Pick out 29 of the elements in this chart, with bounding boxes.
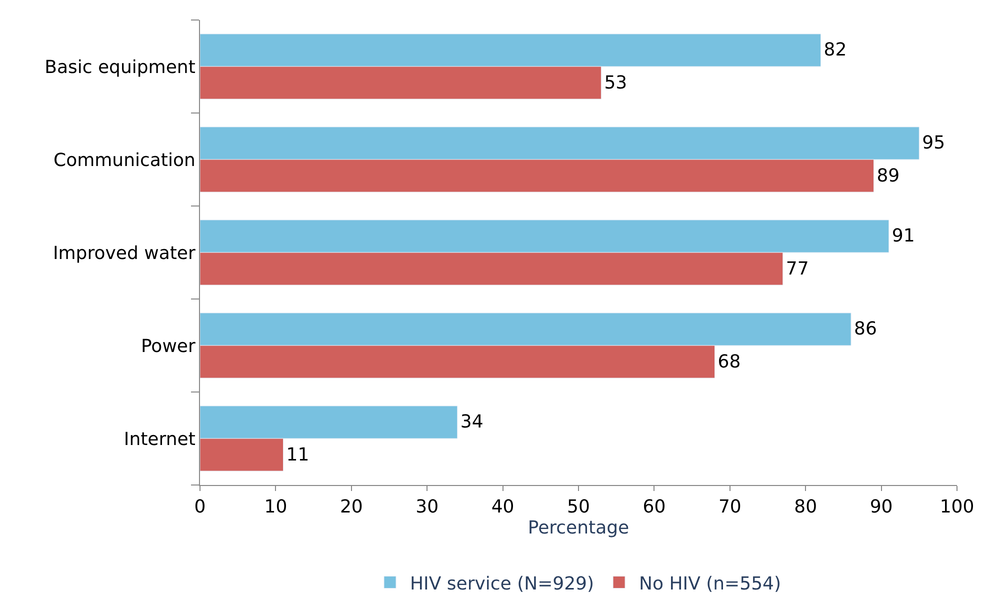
data-label: 77 [786,258,809,280]
y-tick-label: Communication [54,150,196,171]
data-label: 68 [718,351,741,372]
data-label: 53 [604,72,628,94]
y-tick-label: Internet [124,428,196,450]
data-label: 34 [460,412,484,433]
data-label: 86 [854,318,877,340]
x-tick-label: 20 [340,496,363,518]
data-label: 82 [824,40,847,61]
data-label: 89 [876,165,900,186]
y-tick-label: Power [140,336,196,357]
x-tick-label: 80 [794,496,818,518]
x-tick-label: 30 [416,496,439,518]
x-tick-label: 50 [567,496,590,518]
x-tick-label: 40 [491,496,514,518]
legend-label: No HIV (n=554) [639,573,782,594]
x-tick-label: 10 [264,496,288,518]
x-tick-label: 60 [642,496,666,518]
x-tick-label: 100 [940,496,974,518]
data-label: 11 [286,444,310,466]
y-tick-label: Improved water [52,242,196,264]
data-label: 95 [922,132,946,154]
data-label: 91 [892,226,915,247]
x-tick-label: 90 [870,496,893,518]
x-tick-label: 0 [194,496,206,518]
legend-label: HIV service (N=929) [410,573,594,594]
x-axis-title: Percentage [528,518,630,539]
x-tick-label: 70 [718,496,742,518]
y-tick-label: Basic equipment [44,56,196,78]
